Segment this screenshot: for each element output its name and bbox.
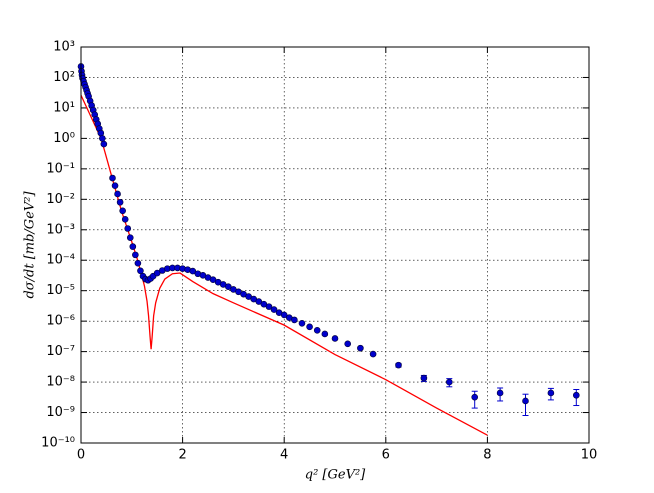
y-tick-label: 10⁻⁸ [46, 375, 75, 390]
y-tick-label: 10³ [53, 40, 75, 55]
data-point [313, 327, 321, 334]
y-tick-label: 10⁻² [46, 192, 75, 207]
data-point [225, 283, 232, 291]
x-tick-label: 2 [178, 448, 186, 463]
data-point [97, 129, 105, 137]
y-tick-label: 10⁻⁷ [46, 344, 75, 359]
data-point [116, 198, 124, 206]
data-point [291, 316, 298, 324]
data-point [265, 303, 273, 310]
data-point [369, 350, 377, 358]
data-point [189, 267, 197, 275]
data-point [137, 267, 144, 275]
data-point [111, 182, 119, 189]
data-point [306, 323, 313, 331]
data-point [298, 320, 306, 327]
y-tick-label: 10⁻¹ [46, 161, 75, 176]
data-point [124, 225, 132, 232]
data-point [321, 330, 329, 338]
x-tick-label: 4 [280, 448, 288, 463]
data-point [420, 374, 428, 382]
data-point [357, 344, 364, 352]
x-tick-label: 8 [483, 448, 491, 463]
data-point [132, 251, 139, 259]
data-point [100, 140, 108, 148]
y-tick-label: 10⁻¹⁰ [41, 436, 75, 451]
data-point [395, 361, 402, 369]
data-point [280, 311, 288, 319]
x-tick-label: 6 [382, 448, 390, 463]
data-point [572, 391, 580, 399]
data-point [134, 259, 142, 267]
y-tick-label: 10² [53, 70, 75, 85]
data-point [119, 207, 126, 215]
y-tick-label: 10⁻⁹ [46, 405, 75, 420]
data-point [270, 306, 278, 313]
x-axis-label: q² [GeV²] [305, 468, 366, 483]
y-axis-label: dσ/dt [mb/GeV²] [23, 191, 38, 299]
data-point [547, 389, 555, 397]
plot-frame [80, 46, 590, 444]
data-point [126, 234, 134, 241]
data-point [129, 243, 137, 250]
data-point [255, 298, 263, 305]
data-point [121, 216, 129, 223]
data-point [445, 378, 453, 386]
y-tick-label: 10⁰ [53, 131, 75, 146]
data-point [114, 190, 121, 198]
data-point [331, 335, 339, 342]
y-tick-label: 10⁻³ [46, 222, 75, 237]
y-tick-label: 10⁻⁶ [46, 314, 75, 329]
y-tick-label: 10⁻⁵ [46, 283, 75, 298]
data-point [99, 135, 106, 142]
data-point [109, 174, 116, 182]
y-tick-label: 10¹ [53, 100, 75, 115]
x-tick-label: 0 [77, 448, 85, 463]
data-point [344, 340, 352, 348]
data-point [522, 397, 529, 405]
data-point [471, 393, 479, 401]
x-tick-label: 10 [581, 448, 598, 463]
data-point [496, 389, 504, 397]
y-tick-label: 10⁻⁴ [46, 253, 75, 268]
